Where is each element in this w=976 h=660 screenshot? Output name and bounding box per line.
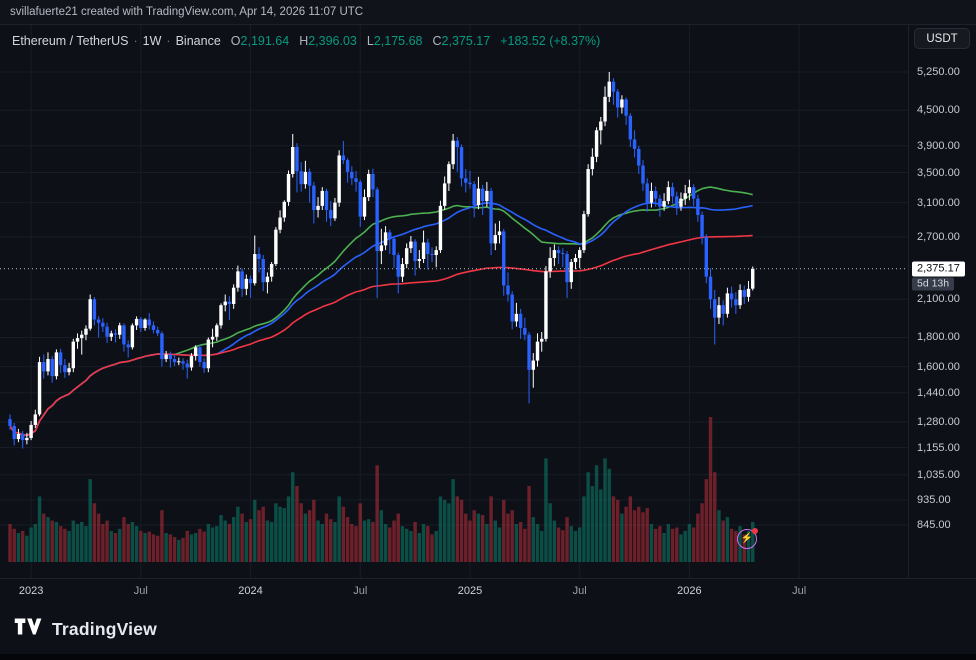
year-tick-label: 2023 xyxy=(18,585,44,597)
notification-dot xyxy=(752,528,758,534)
year-tick-label: 2026 xyxy=(677,585,702,597)
month-tick-label: Jul xyxy=(572,585,587,597)
lightning-icon: ⚡ xyxy=(740,533,754,544)
chart-pane: Ethereum / TetherUS · 1W · Binance O2,19… xyxy=(0,25,976,578)
ohlc-close: C2,375.17 xyxy=(432,34,491,48)
price-tick-label: 3,900.00 xyxy=(917,139,960,152)
change-label: +183.52 (+8.37%) xyxy=(500,34,601,48)
price-tick-label: 1,800.00 xyxy=(917,331,960,344)
price-tick-label: 935.00 xyxy=(917,493,951,506)
currency-toggle-button[interactable]: USDT xyxy=(914,28,970,49)
ohlc-open: O2,191.64 xyxy=(230,34,290,48)
price-tick-label: 3,500.00 xyxy=(917,166,960,179)
countdown-label: 5d 13h xyxy=(912,277,955,291)
attribution-text: svillafuerte21 created with TradingView.… xyxy=(10,6,364,18)
ohlc-low: L2,175.68 xyxy=(366,34,423,48)
exchange-label: Binance xyxy=(175,34,221,48)
event-flash-icon[interactable]: ⚡ xyxy=(737,528,758,549)
year-tick-label: 2025 xyxy=(457,585,483,597)
price-axis[interactable]: 2,375.17 5d 13h 5,250.00 4,500.00 3,900.00… xyxy=(908,25,976,578)
price-tick-label: 1,440.00 xyxy=(917,386,960,399)
last-price-label: 2,375.17 xyxy=(912,261,965,277)
month-tick-label: Jul xyxy=(353,585,368,597)
symbol-title[interactable]: Ethereum / TetherUS xyxy=(12,34,129,48)
time-axis[interactable]: 2023 Jul 2024 Jul 2025 Jul 2026 Jul xyxy=(0,578,976,604)
chart-canvas[interactable] xyxy=(0,25,908,578)
interval-label[interactable]: 1W xyxy=(142,34,162,48)
price-tick-label: 2,100.00 xyxy=(917,293,960,306)
month-tick-label: Jul xyxy=(133,585,148,597)
separator: · xyxy=(166,34,171,48)
month-tick-label: Jul xyxy=(792,585,807,597)
brand-wordmark[interactable]: TradingView xyxy=(52,618,157,639)
price-tick-label: 4,500.00 xyxy=(917,104,960,117)
price-tick-label: 5,250.00 xyxy=(917,66,960,78)
tradingview-logo-icon[interactable] xyxy=(13,615,43,643)
price-tick-label: 1,155.00 xyxy=(917,441,960,454)
footer-bar: TradingView xyxy=(0,604,976,654)
bottom-strip xyxy=(0,654,976,660)
price-tick-label: 1,600.00 xyxy=(917,360,960,373)
symbol-header: Ethereum / TetherUS · 1W · Binance O2,19… xyxy=(12,34,600,48)
separator: · xyxy=(133,34,138,48)
attribution-bar: svillafuerte21 created with TradingView.… xyxy=(0,0,976,25)
price-tick-label: 2,700.00 xyxy=(917,230,960,243)
price-tick-label: 1,280.00 xyxy=(917,416,960,429)
year-tick-label: 2024 xyxy=(238,585,263,597)
price-tick-label: 845.00 xyxy=(917,519,951,531)
price-tick-label: 3,100.00 xyxy=(917,196,960,209)
ohlc-high: H2,396.03 xyxy=(299,34,357,48)
price-tick-label: 1,035.00 xyxy=(917,468,960,481)
